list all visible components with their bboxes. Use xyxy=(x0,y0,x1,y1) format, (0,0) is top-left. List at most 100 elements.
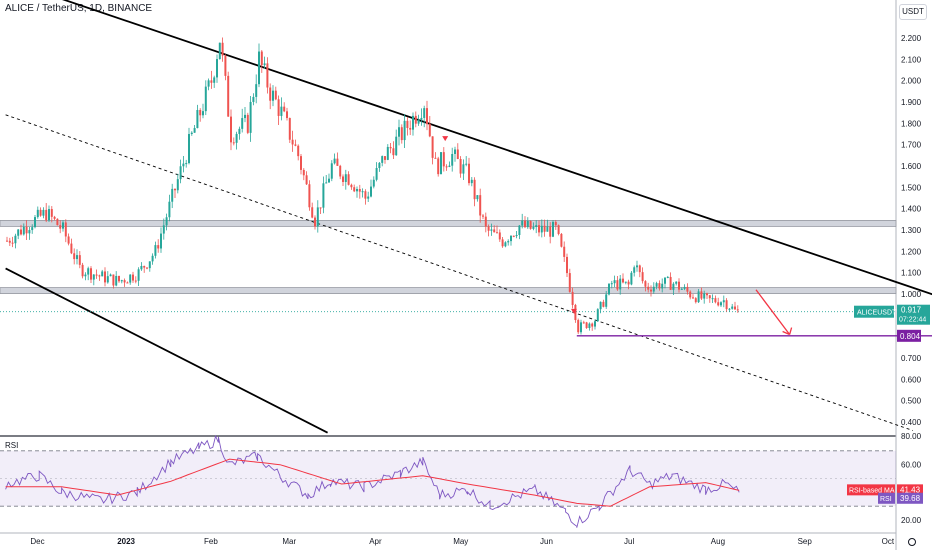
candle-body xyxy=(353,187,356,192)
candle-body xyxy=(76,255,78,260)
candle-body xyxy=(462,164,465,174)
candle-body xyxy=(81,264,84,277)
candle-body xyxy=(249,101,252,133)
candle-body xyxy=(692,297,694,299)
candle-body xyxy=(683,286,686,289)
candle-body xyxy=(101,271,104,277)
rsi-ma-value: 41.43 xyxy=(900,485,921,494)
candle-body xyxy=(34,217,36,228)
candle-body xyxy=(552,221,554,237)
candle-body xyxy=(728,308,731,310)
candle-body xyxy=(70,243,73,254)
time-tick-label: Aug xyxy=(711,537,725,546)
candle-body xyxy=(442,152,445,167)
candle-body xyxy=(288,118,291,140)
candle-body xyxy=(174,188,176,191)
candle-body xyxy=(610,283,613,285)
candle-body xyxy=(42,209,45,216)
candle-body xyxy=(666,276,669,278)
candle-body xyxy=(132,274,134,281)
candle-body xyxy=(53,216,56,219)
candle-body xyxy=(510,235,512,242)
candle-body xyxy=(437,158,440,175)
candle-body xyxy=(95,274,98,276)
time-tick-label: 2023 xyxy=(117,537,135,546)
candle-body xyxy=(613,280,616,284)
candle-body xyxy=(697,291,700,303)
candle-body xyxy=(283,106,286,112)
candle-body xyxy=(300,156,302,170)
candle-body xyxy=(426,108,428,125)
candle-body xyxy=(50,209,53,217)
candle-body xyxy=(412,115,414,130)
candle-body xyxy=(431,136,434,158)
candle-body xyxy=(504,242,507,247)
candle-body xyxy=(171,188,174,202)
candle-body xyxy=(375,168,378,180)
candle-body xyxy=(39,209,42,216)
candle-body xyxy=(361,191,364,193)
last-price-symbol-tag xyxy=(854,305,894,318)
gear-icon[interactable] xyxy=(908,538,916,546)
candle-body xyxy=(493,229,496,233)
candle-body xyxy=(535,225,538,228)
candle-body xyxy=(574,304,577,321)
currency-selector[interactable]: USDT xyxy=(899,4,927,20)
candle-body xyxy=(325,182,328,184)
time-tick-label: Sep xyxy=(798,537,813,546)
candle-body xyxy=(470,179,473,184)
candle-body xyxy=(616,280,619,290)
candle-body xyxy=(515,235,518,237)
chart-title: ALICE / TetherUS, 1D, BINANCE xyxy=(5,3,153,14)
candle-body xyxy=(291,139,294,145)
rsi-tick-label: 60.00 xyxy=(901,461,922,470)
candle-body xyxy=(627,281,630,285)
candle-body xyxy=(624,281,627,283)
candle-body xyxy=(571,291,574,305)
candle-body xyxy=(185,163,188,165)
candle-body xyxy=(554,221,557,226)
candle-body xyxy=(314,217,316,227)
candle-body xyxy=(473,179,476,200)
candle-body xyxy=(123,280,126,283)
candle-body xyxy=(487,226,490,231)
candle-body xyxy=(638,265,641,273)
candle-body xyxy=(526,220,529,228)
candle-body xyxy=(120,280,123,282)
candle-body xyxy=(619,278,622,290)
candle-body xyxy=(708,295,711,299)
candle-body xyxy=(350,184,353,188)
candle-body xyxy=(204,86,207,112)
candle-body xyxy=(372,179,375,187)
time-tick-label: Jul xyxy=(624,537,634,546)
candle-body xyxy=(302,169,305,176)
candle-body xyxy=(238,128,241,134)
candle-body xyxy=(62,222,64,229)
candle-body xyxy=(143,266,146,268)
rsi-value-tag xyxy=(897,492,923,504)
candle-body xyxy=(45,209,48,221)
candle-body xyxy=(736,309,739,311)
candle-body xyxy=(367,196,370,199)
candle-body xyxy=(246,114,249,133)
candle-body xyxy=(272,90,274,101)
candle-body xyxy=(448,165,451,167)
candle-body xyxy=(652,286,655,292)
candle-body xyxy=(641,272,644,282)
time-tick-label: May xyxy=(453,537,468,546)
candle-body xyxy=(725,300,728,310)
candle-body xyxy=(689,291,692,298)
candle-body xyxy=(608,283,610,295)
upper-channel-line xyxy=(61,0,932,296)
candle-body xyxy=(706,293,708,296)
support-zone xyxy=(0,219,897,227)
rsi-ma-name: RSI-based MA xyxy=(849,487,895,494)
candle-body xyxy=(227,75,230,117)
candle-body xyxy=(563,246,566,257)
candle-body xyxy=(501,239,504,247)
candle-body xyxy=(644,281,647,287)
candle-body xyxy=(196,110,199,129)
candle-body xyxy=(333,158,336,164)
candle-body xyxy=(280,106,283,116)
